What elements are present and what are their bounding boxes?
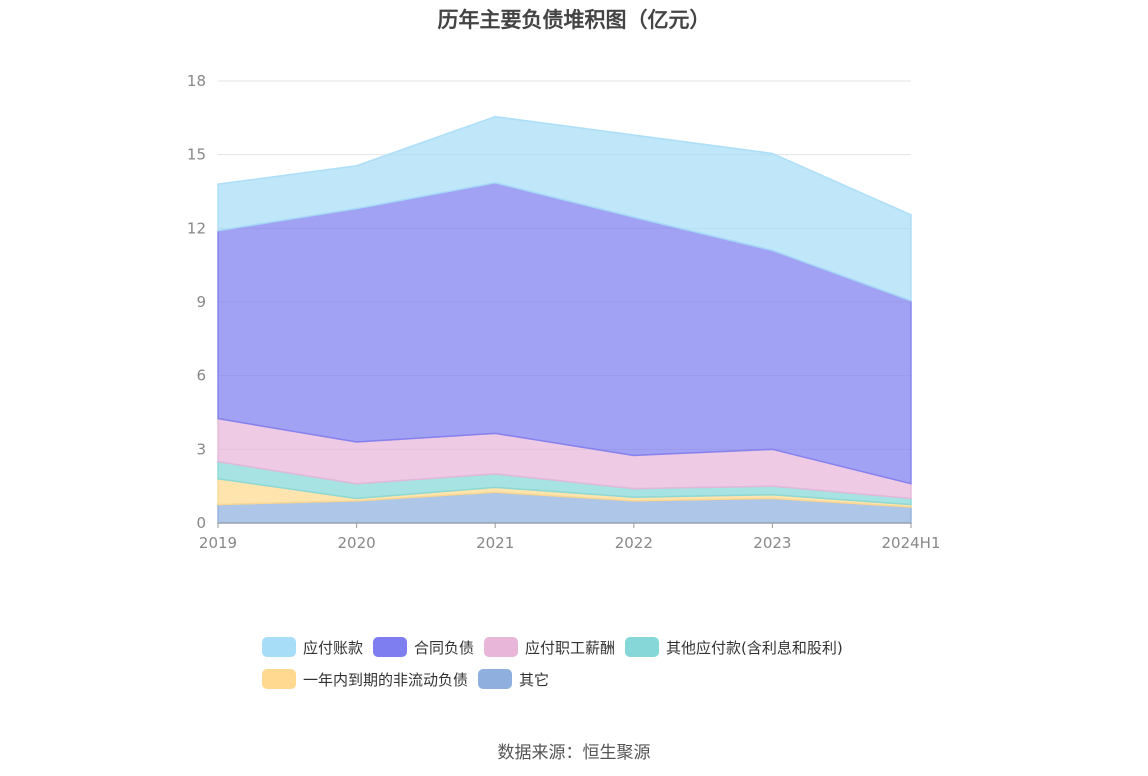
legend-swatch: [625, 637, 660, 657]
chart-title: 历年主要负债堆积图（亿元）: [437, 8, 711, 32]
legend-swatch: [484, 637, 519, 657]
x-tick-label: 2023: [753, 534, 791, 552]
legend-label: 一年内到期的非流动负债: [303, 670, 469, 689]
y-tick-label: 12: [187, 219, 206, 237]
area-series: [217, 115, 912, 524]
data-source: 数据来源：恒生聚源: [497, 743, 651, 763]
legend-item[interactable]: 其它: [478, 668, 549, 690]
x-tick-label: 2024H1: [882, 534, 941, 552]
legend-label: 其它: [519, 670, 550, 689]
y-tick-label: 6: [196, 367, 206, 385]
legend-item[interactable]: 其他应付款(含利息和股利): [625, 636, 843, 658]
legend-swatch: [262, 669, 296, 689]
x-tick-label: 2021: [476, 534, 514, 552]
x-tick-label: 2019: [199, 534, 237, 552]
stacked-area-chart: 0 3 6 9 12 15 18 2019 2020 2021 2022 2023 2024H1: [187, 72, 941, 552]
x-tick-label: 2020: [338, 534, 376, 552]
y-tick-label: 15: [187, 146, 206, 164]
area-series-5[interactable]: [217, 115, 912, 302]
legend-item[interactable]: 应付职工薪酬: [484, 636, 615, 658]
y-tick-label: 9: [196, 293, 206, 311]
legend-swatch: [373, 637, 408, 657]
legend-label: 其他应付款(含利息和股利): [666, 638, 843, 657]
x-tick-label: 2022: [615, 534, 653, 552]
legend-swatch: [262, 637, 296, 657]
legend-swatch: [478, 669, 513, 689]
legend-item[interactable]: 应付账款: [262, 636, 363, 658]
y-tick-label: 18: [187, 72, 206, 90]
legend: 应付账款 合同负债 应付职工薪酬 其他应付款(含利息和股利) 一年内到期的非流动负债 其它: [262, 636, 922, 700]
axes: 0 3 6 9 12 15 18 2019 2020 2021 2022 2023 2024H1: [187, 72, 941, 552]
y-tick-label: 3: [196, 440, 206, 458]
legend-label: 应付职工薪酬: [525, 638, 616, 657]
legend-item[interactable]: 一年内到期的非流动负债: [262, 668, 468, 690]
legend-item[interactable]: 合同负债: [373, 636, 474, 658]
legend-label: 应付账款: [303, 638, 364, 657]
y-tick-label: 0: [196, 514, 206, 532]
legend-label: 合同负债: [414, 638, 475, 657]
